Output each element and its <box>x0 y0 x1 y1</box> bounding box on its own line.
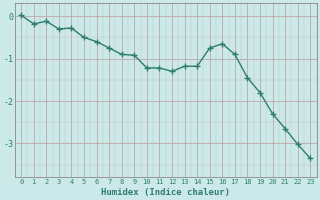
X-axis label: Humidex (Indice chaleur): Humidex (Indice chaleur) <box>101 188 230 197</box>
